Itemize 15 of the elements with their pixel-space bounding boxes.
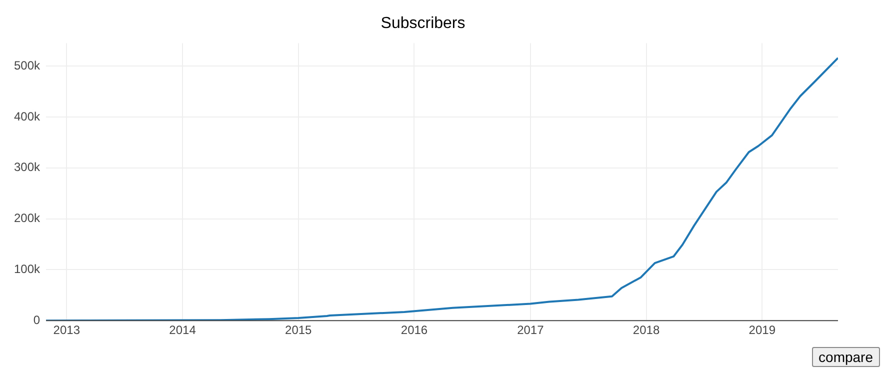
chart-title: Subscribers (380, 15, 466, 32)
x-tick-label: 2019 (748, 323, 776, 338)
x-tick-label: 2013 (53, 323, 80, 338)
y-tick-label: 400k (14, 109, 42, 124)
y-tick-label: 500k (14, 58, 42, 72)
y-tick-label: 300k (14, 160, 42, 174)
x-tick-label: 2016 (400, 323, 428, 338)
x-tick-label: 2015 (285, 323, 312, 338)
x-tick-label: 2017 (517, 323, 544, 338)
y-tick-label: 100k (14, 262, 42, 276)
y-tick-label: 200k (14, 211, 42, 226)
y-tick-label: 0 (33, 312, 40, 327)
x-tick-label: 2014 (169, 323, 196, 338)
compare-button: compare (812, 347, 880, 367)
x-tick-label: 2018 (632, 323, 660, 338)
